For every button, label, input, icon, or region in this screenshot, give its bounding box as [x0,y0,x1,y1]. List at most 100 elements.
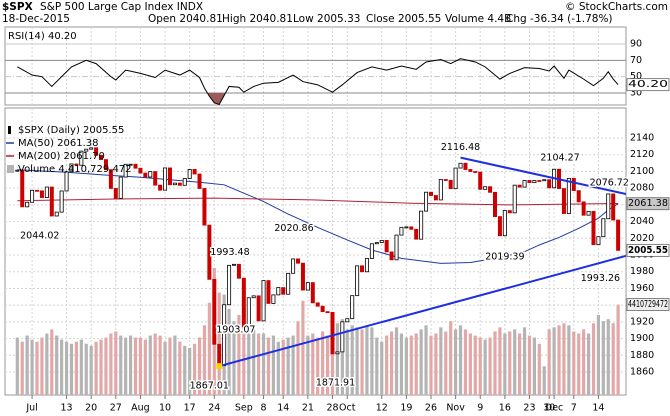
candle [197,173,202,189]
y-tick-label: 2120 [630,149,654,160]
volume-bar [498,327,502,395]
copyright: © StockCharts.com [565,1,668,13]
stat: Volume 4.4B [445,13,511,25]
x-tick-label: 23 [523,403,535,414]
stat: Open 2040.81 [148,13,223,25]
moving-average [17,197,619,206]
volume-bar [148,335,152,395]
candle [394,234,399,261]
volume-bar [109,333,113,395]
volume-bar [286,337,290,395]
candle [261,280,266,322]
volume-bar [552,327,556,395]
candle [581,201,586,216]
volume-bar [380,341,384,395]
volume-bar [325,335,330,395]
x-tick-label: 17 [184,403,196,414]
candle [399,226,404,236]
rsi-oversold-fill [207,92,226,105]
volume-bar [340,319,344,395]
volume-bar [173,335,177,395]
volume-bar [252,329,256,395]
volume-bar [513,329,517,395]
candle [300,262,305,291]
candle [241,277,246,328]
candle [79,150,84,166]
trendlines [216,156,626,370]
y-tick-label: 2080 [630,183,654,194]
candle [478,171,483,190]
x-tick-label: 20 [85,403,97,414]
volume-bar [197,337,202,395]
volume-bar [168,337,172,395]
x-tick-label: Sep [235,403,253,414]
volume-bar [562,323,566,395]
volume-bar [355,327,359,395]
legend-label: MA(50) 2061.38 [18,138,99,149]
candle [276,287,281,296]
rsi-line [17,58,619,105]
volume-bar [183,345,187,395]
volume-bar [321,331,325,395]
volume-bar [370,327,374,395]
volume-bar [478,337,482,395]
volume-bar [468,333,472,395]
candle [433,195,438,201]
volume-bar [434,333,438,395]
volume-bar [483,339,487,395]
volume-bar [389,331,394,395]
candle [488,186,493,193]
volume-bar [178,341,182,395]
x-tick-label: 21 [302,403,314,414]
x-tick-label: 10 [159,403,171,414]
candle [148,171,153,178]
volume-bar [271,335,275,395]
volume-bar [227,308,231,395]
price-annotation: 2019.39 [485,251,524,262]
price-annotation: 2076.72 [590,177,629,188]
candle [360,265,365,273]
volume-bar [586,333,591,395]
value-box [626,298,670,311]
candle [561,188,566,214]
y-tick-label: 1960 [630,283,654,294]
candle [310,282,315,304]
candle [325,311,330,314]
candle [35,189,40,192]
x-tick-label: Jul [25,403,37,414]
candle [591,210,596,246]
x-tick-label: 9 [477,403,483,414]
volume-bar [247,319,251,395]
legend-icon [7,165,14,173]
candle [369,243,374,259]
candle [384,240,389,253]
candle [616,219,621,251]
volume-bar [60,339,64,395]
candle [532,180,537,184]
candle [350,295,355,320]
x-tick-label: 12 [376,403,388,414]
candle [448,179,453,190]
candle [296,258,301,264]
candle [236,263,241,279]
candle [315,302,320,307]
volume-bar [261,333,266,395]
y-tick-label: 1900 [630,333,654,344]
rsi-tick-label: 50 [630,71,642,82]
x-tick-label: 7 [571,403,577,414]
candle [419,210,424,240]
y-tick-label: 2140 [630,133,654,144]
candle [138,167,143,174]
volume-bar [232,321,236,395]
candle [39,190,44,198]
candle [606,193,611,220]
trendline [218,254,626,368]
legend-label: $SPX (Daily) 2005.55 [18,125,124,136]
volume-bar [217,292,221,395]
candle [207,224,212,280]
volume-bar [119,335,123,395]
volume-bar [522,327,527,395]
volume-bar [104,337,108,395]
volume-bar [35,341,39,395]
candle [271,294,276,304]
